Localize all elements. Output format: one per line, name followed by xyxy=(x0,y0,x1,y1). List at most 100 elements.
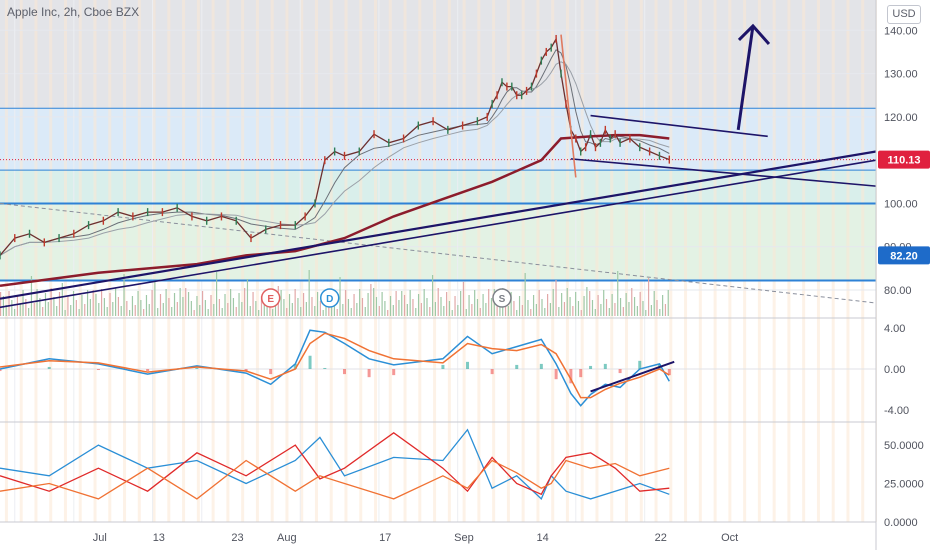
volume-bar xyxy=(300,307,302,316)
volume-bar xyxy=(392,305,394,316)
volume-bar xyxy=(409,290,411,316)
volume-bar xyxy=(272,309,274,316)
level-tag-background xyxy=(878,246,930,265)
session-stripe xyxy=(802,0,806,522)
volume-bar xyxy=(412,299,414,316)
volume-bar xyxy=(381,292,383,316)
volume-bar xyxy=(631,288,633,316)
volume-bar xyxy=(356,303,358,316)
volume-bar xyxy=(420,303,422,316)
macd-histogram-bar xyxy=(244,369,248,372)
session-stripe xyxy=(93,0,97,522)
volume-bar xyxy=(263,305,265,316)
volume-bar xyxy=(308,270,310,316)
volume-bar xyxy=(656,300,658,316)
session-stripe xyxy=(551,0,555,522)
session-stripe xyxy=(433,0,437,522)
volume-bar xyxy=(513,301,515,316)
session-stripe xyxy=(196,0,200,522)
trendline xyxy=(560,34,577,178)
volume-bar xyxy=(558,307,560,316)
volume-bar xyxy=(137,291,139,316)
volume-bar xyxy=(291,303,293,316)
macd-histogram-bar xyxy=(603,363,607,369)
volume-bar xyxy=(395,291,397,316)
volume-bar xyxy=(159,294,162,316)
session-stripe xyxy=(639,0,643,522)
volume-bar xyxy=(328,305,330,316)
volume-bar xyxy=(636,306,638,316)
event-marker xyxy=(319,288,340,308)
volume-bar xyxy=(577,301,580,316)
session-stripe xyxy=(654,0,658,522)
volume-bar xyxy=(521,305,523,316)
volume-bar xyxy=(120,306,122,316)
session-stripe xyxy=(580,0,584,522)
trendline xyxy=(590,114,768,138)
macd-histogram-bar xyxy=(569,369,573,384)
volume-bar xyxy=(185,288,187,316)
session-stripe xyxy=(816,0,820,522)
currency-button[interactable]: USD xyxy=(887,5,921,24)
volume-bar xyxy=(429,307,431,316)
session-stripe xyxy=(787,0,791,522)
volume-bar xyxy=(165,289,167,316)
volume-bar xyxy=(131,296,134,316)
macd-tick-label: 0.00 xyxy=(884,364,905,376)
volume-bar xyxy=(552,289,554,316)
volume-bar xyxy=(187,292,190,316)
volume-bar xyxy=(297,298,299,316)
volume-bar xyxy=(286,308,288,316)
volume-bar xyxy=(215,272,218,316)
volume-bar xyxy=(67,296,69,316)
macd-signal-line xyxy=(0,332,670,399)
macd-tick-label: -4.00 xyxy=(884,405,909,417)
session-stripe xyxy=(521,0,525,522)
volume-bar xyxy=(535,304,537,316)
session-stripe xyxy=(49,0,53,522)
volume-bar xyxy=(437,288,439,316)
volume-bar xyxy=(140,300,142,316)
volume-bar xyxy=(650,305,652,316)
y-tick-label: 120.00 xyxy=(884,112,918,124)
rsi-tick-label: 50.0000 xyxy=(884,440,924,452)
volume-bar xyxy=(311,297,313,316)
volume-bar xyxy=(471,304,473,316)
volume-bar xyxy=(39,298,41,316)
ma-short xyxy=(0,49,670,256)
session-stripe xyxy=(846,0,850,522)
macd-histogram-bar xyxy=(96,369,100,371)
x-tick-label: Aug xyxy=(277,532,297,544)
volume-bar xyxy=(485,303,487,316)
volume-bar xyxy=(617,271,619,316)
trendline xyxy=(0,159,877,309)
session-stripe xyxy=(152,0,156,522)
session-stripe xyxy=(477,0,481,522)
x-tick-label: 23 xyxy=(231,532,243,544)
volume-bar xyxy=(173,293,176,316)
volume-bar xyxy=(603,290,605,316)
trendline xyxy=(570,158,877,187)
volume-bar xyxy=(182,297,184,316)
volume-bar xyxy=(72,291,75,316)
y-tick-label: 100.00 xyxy=(884,198,918,210)
y-tick-label: 130.00 xyxy=(884,69,918,81)
session-stripe xyxy=(285,0,289,522)
volume-bar xyxy=(569,297,571,316)
macd-histogram-bar xyxy=(638,360,642,369)
volume-bar xyxy=(555,280,557,316)
event-marker xyxy=(260,288,281,308)
x-tick-label: 13 xyxy=(153,532,165,544)
volume-bar xyxy=(457,305,459,316)
x-tick-label: 17 xyxy=(379,532,391,544)
session-stripe xyxy=(669,0,673,522)
rsi-line xyxy=(0,459,670,500)
volume-bar xyxy=(201,291,204,316)
volume-bar xyxy=(527,300,529,316)
volume-bar xyxy=(109,293,111,316)
volume-bar xyxy=(61,283,63,316)
macd-tick-label: 4.00 xyxy=(884,323,905,335)
volume-bar xyxy=(589,291,591,316)
session-stripe xyxy=(4,0,8,522)
